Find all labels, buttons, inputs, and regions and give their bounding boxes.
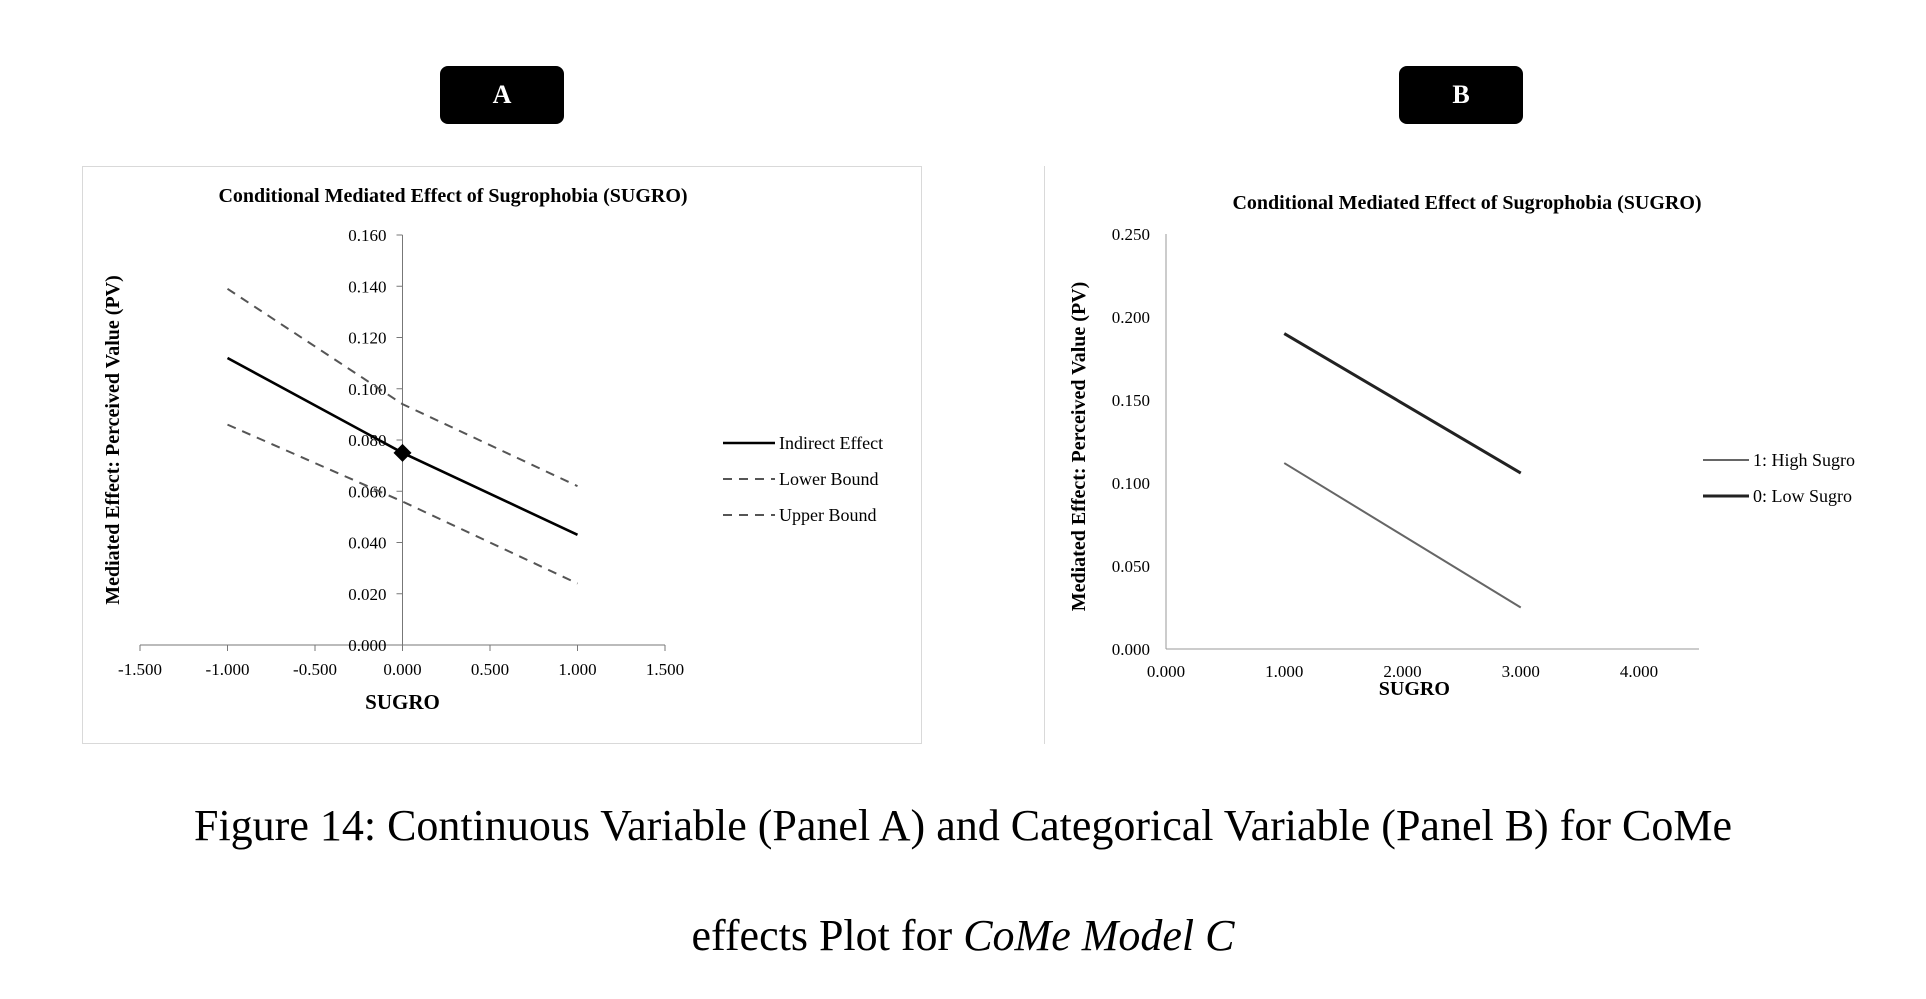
panel-a-y-tick-label: 0.100 xyxy=(348,380,386,399)
caption-line-2-prefix: effects Plot for xyxy=(691,911,964,960)
panel-b-x-tick-label: 2.000 xyxy=(1383,662,1421,681)
panel-b-x-axis-label: SUGRO xyxy=(1379,678,1450,700)
panel-a-x-tick-label: -0.500 xyxy=(293,660,337,679)
panel-b-y-tick-label: 0.050 xyxy=(1112,557,1150,576)
caption-line-2-italic: CoMe Model C xyxy=(963,911,1235,960)
panel-a-legend-label-3: Upper Bound xyxy=(779,505,877,525)
panel-b-x-tick-label: 0.000 xyxy=(1147,662,1185,681)
panel-a-series-line-3 xyxy=(226,287,578,488)
panel-a-legend-label-1: Indirect Effect xyxy=(779,433,883,453)
panel-a-x-axis-label: SUGRO xyxy=(365,690,440,714)
panel-b-y-tick-label: 0.150 xyxy=(1112,391,1150,410)
panel-a-chart: Conditional Mediated Effect of Sugrophob… xyxy=(82,166,922,744)
panel-b-y-tick-label: 0.200 xyxy=(1112,308,1150,327)
panel-b-y-tick-label: 0.000 xyxy=(1112,640,1150,659)
panel-a-data-marker xyxy=(393,443,412,462)
panel-b-legend-label-2: 0: Low Sugro xyxy=(1753,486,1852,506)
panel-a-x-tick-label: 0.000 xyxy=(383,660,421,679)
panel-a-x-tick-label: -1.500 xyxy=(118,660,162,679)
panel-a-x-tick-label: 1.500 xyxy=(646,660,684,679)
panel-a-y-tick-label: 0.000 xyxy=(348,636,386,655)
panel-b-series-line-1 xyxy=(1283,462,1522,609)
panel-b-series-line-2 xyxy=(1283,332,1522,475)
panel-b-y-axis-label: Mediated Effect: Perceived Value (PV) xyxy=(1068,282,1090,612)
panel-b-svg: Conditional Mediated Effect of Sugrophob… xyxy=(1068,192,1855,700)
figure-caption-line-1: Figure 14: Continuous Variable (Panel A)… xyxy=(193,801,1733,850)
figure-caption-line-2: effects Plot for CoMe Model C xyxy=(0,910,1926,961)
panel-b-x-tick-label: 4.000 xyxy=(1620,662,1658,681)
panel-b-legend-label-1: 1: High Sugro xyxy=(1753,450,1855,470)
panel-b-y-tick-label: 0.100 xyxy=(1112,474,1150,493)
panel-a-y-tick-label: 0.160 xyxy=(348,226,386,245)
panel-a-legend-label-2: Lower Bound xyxy=(779,469,878,489)
panel-a-x-tick-label: 0.500 xyxy=(471,660,509,679)
panel-a-y-tick-label: 0.080 xyxy=(348,431,386,450)
panel-b-y-tick-label: 0.250 xyxy=(1112,225,1150,244)
panel-b-x-tick-label: 3.000 xyxy=(1502,662,1540,681)
panel-a-y-tick-label: 0.120 xyxy=(348,329,386,348)
panel-a-title: Conditional Mediated Effect of Sugrophob… xyxy=(218,185,687,207)
panel-b-badge: B xyxy=(1399,66,1523,124)
panel-a-svg: Conditional Mediated Effect of Sugrophob… xyxy=(102,185,883,714)
panel-a-x-tick-label: 1.000 xyxy=(558,660,596,679)
panel-b-title: Conditional Mediated Effect of Sugrophob… xyxy=(1232,192,1701,214)
panel-a-y-tick-label: 0.140 xyxy=(348,277,386,296)
panel-b-chart: Conditional Mediated Effect of Sugrophob… xyxy=(1044,166,1890,744)
panel-a-x-tick-label: -1.000 xyxy=(206,660,250,679)
panel-a-y-tick-label: 0.020 xyxy=(348,585,386,604)
panel-a-y-tick-label: 0.060 xyxy=(348,482,386,501)
panel-a-badge: A xyxy=(440,66,564,124)
panel-b-x-tick-label: 1.000 xyxy=(1265,662,1303,681)
panel-a-y-tick-label: 0.040 xyxy=(348,534,386,553)
panel-a-y-axis-label: Mediated Effect: Perceived Value (PV) xyxy=(102,275,124,605)
